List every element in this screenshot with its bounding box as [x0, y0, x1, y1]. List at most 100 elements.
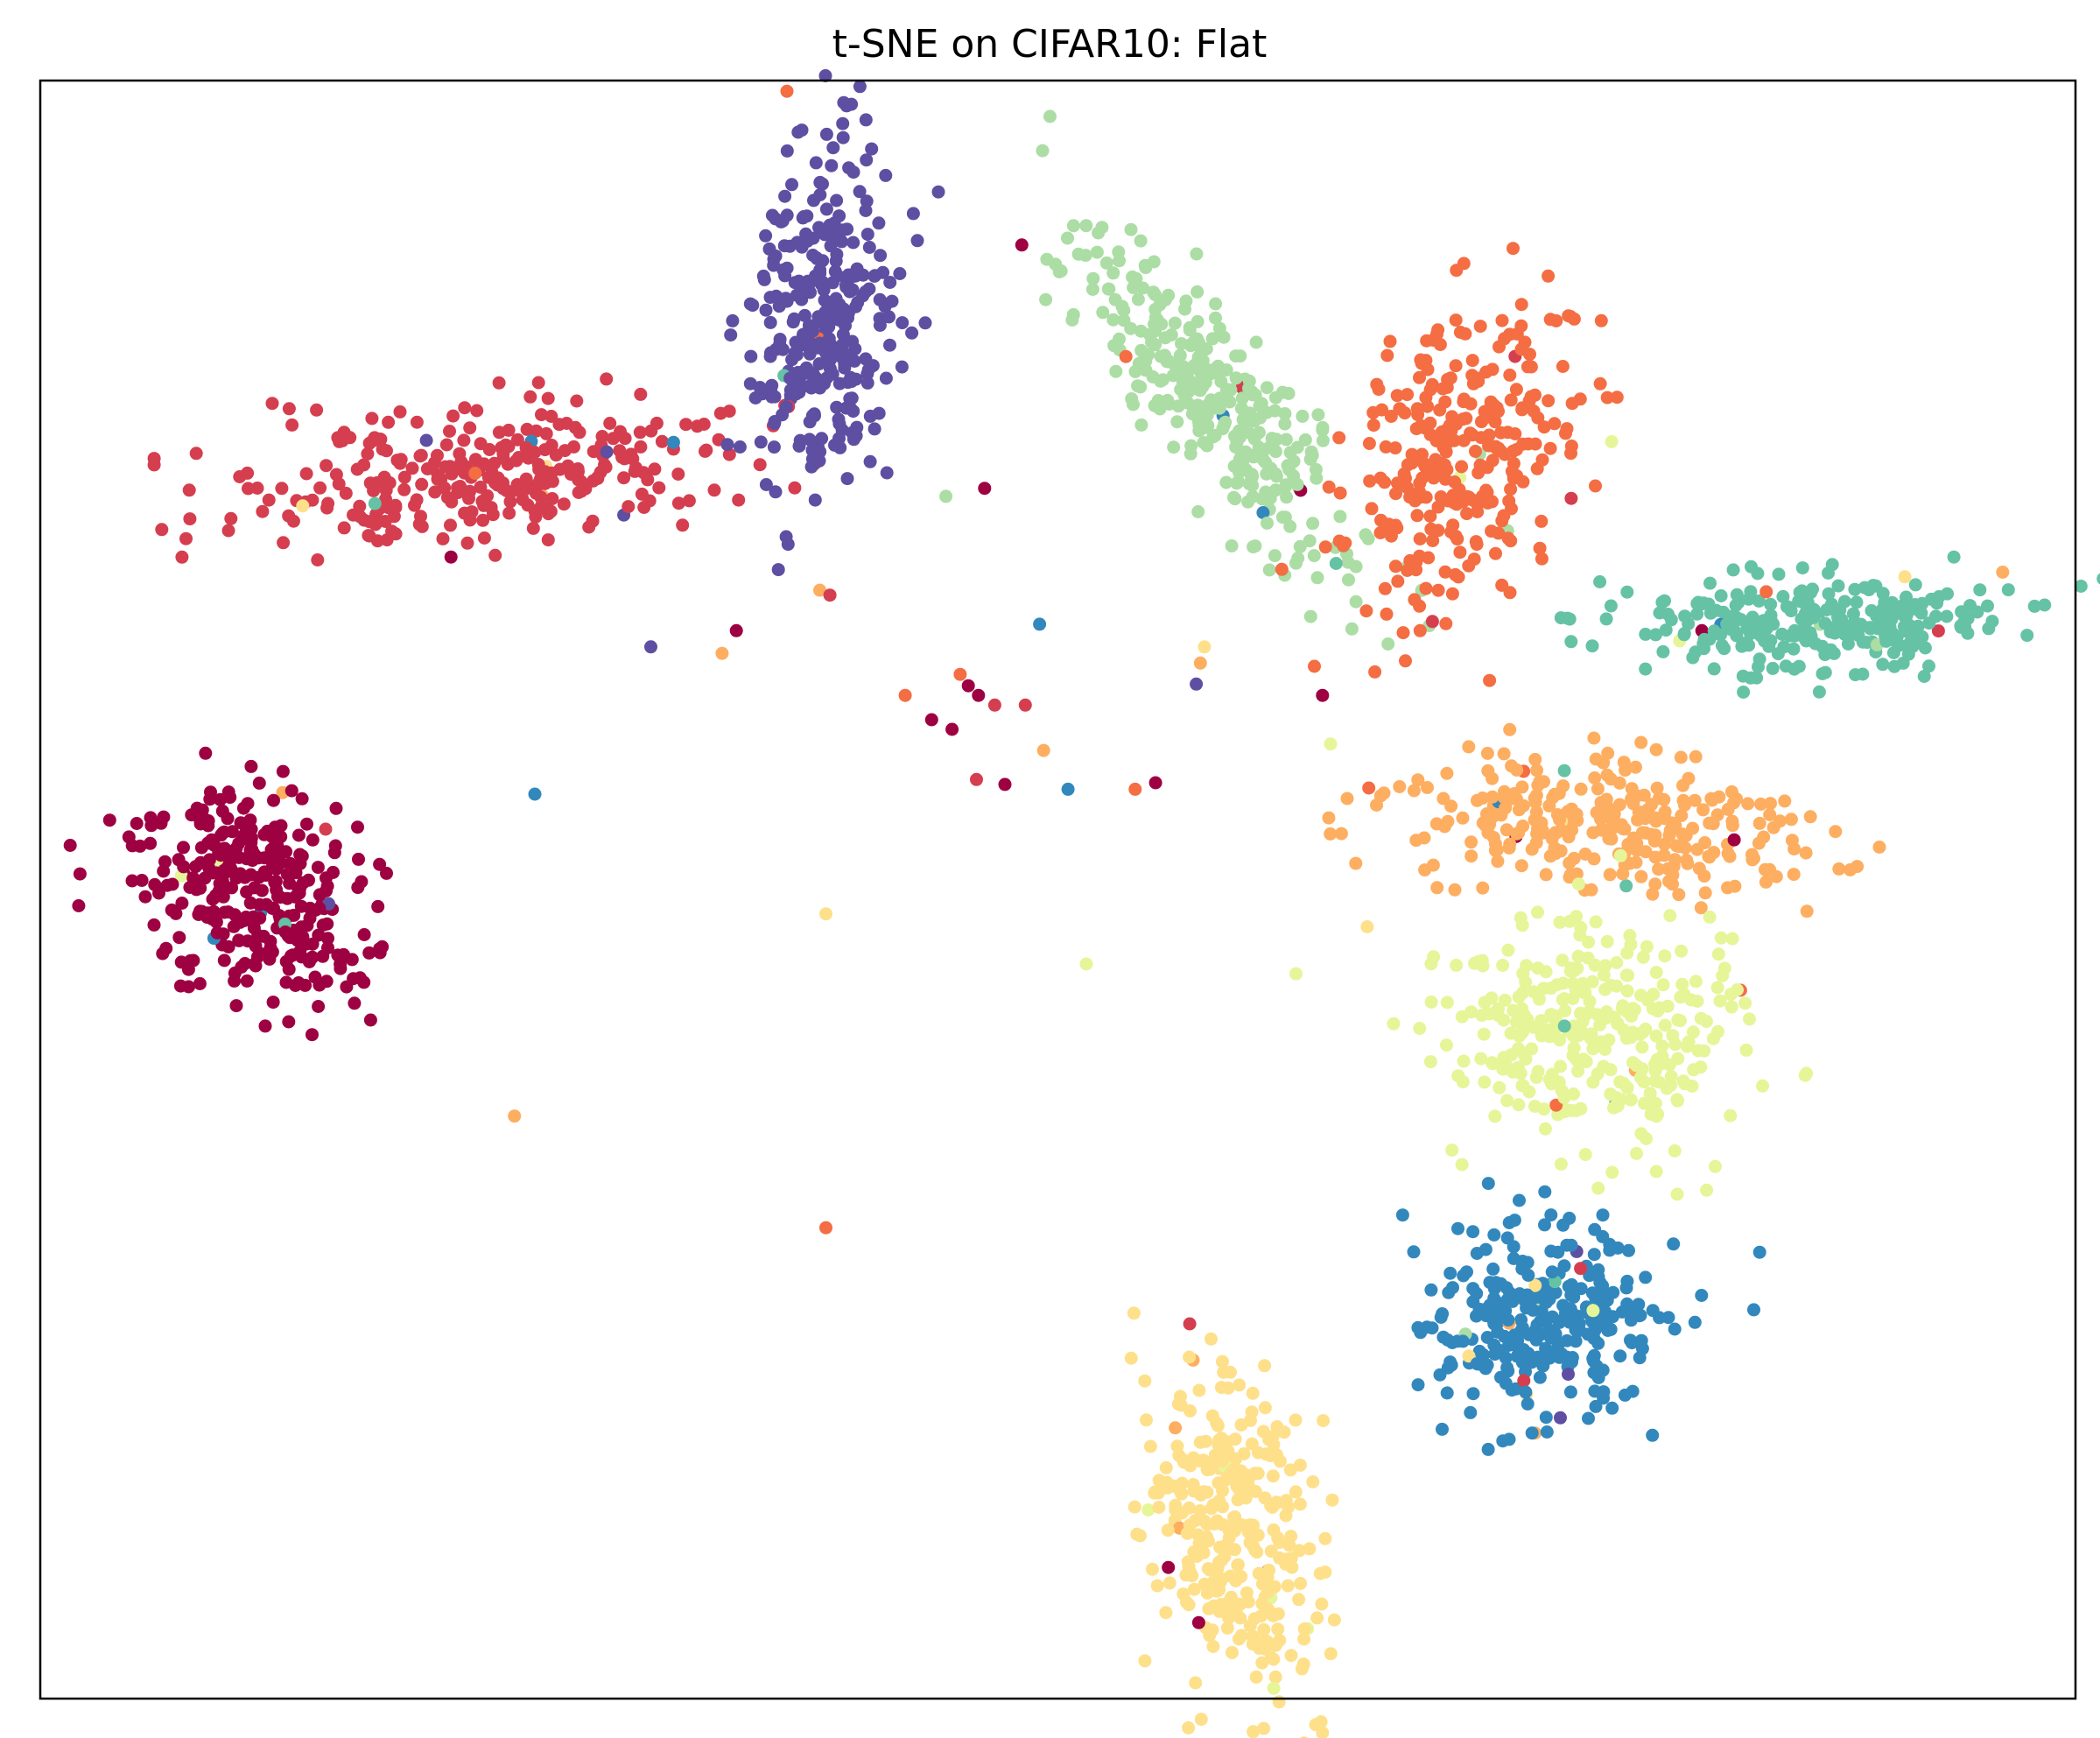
scatter-point-cluster-6 [1556, 779, 1570, 793]
scatter-point-cluster-7 [1634, 1127, 1648, 1141]
scatter-point-cluster-5 [2020, 629, 2034, 643]
scatter-point-cluster-1 [333, 434, 347, 448]
scatter-point-cluster-9 [1228, 1543, 1242, 1557]
scatter-point-cluster-3 [1169, 367, 1182, 381]
scatter-point-cluster-6 [1603, 868, 1617, 882]
scatter-point-cluster-4 [1521, 437, 1535, 451]
scatter-point-cluster-4 [1423, 383, 1437, 397]
scatter-point-cluster-4 [1431, 500, 1445, 514]
scatter-point-cluster-8 [1480, 1358, 1494, 1372]
scatter-point-cluster-9 [1215, 1553, 1229, 1567]
scatter-point-cluster-8 [1613, 1349, 1627, 1363]
scatter-point-cluster-7 [1457, 1054, 1471, 1068]
scatter-point-cluster-7 [1464, 1005, 1478, 1019]
scatter-point-cluster-6 [1674, 750, 1688, 764]
scatter-point-cluster-6 [1803, 810, 1817, 824]
scatter-point-cluster-2 [818, 306, 832, 320]
scatter-point-cluster-6 [1512, 803, 1526, 817]
scatter-point-cluster-7 [1619, 1031, 1633, 1045]
scatter-point-cluster-9 [1183, 1566, 1197, 1580]
scatter-point-cluster-9 [1216, 1355, 1229, 1369]
scatter-point-outlier [715, 646, 729, 660]
scatter-point-cluster-7 [1610, 956, 1624, 969]
scatter-point-cluster-0 [212, 846, 226, 860]
scatter-point-cluster-4 [1482, 428, 1496, 442]
scatter-point-cluster-2 [776, 263, 790, 277]
scatter-point-cluster-7 [1697, 1044, 1711, 1058]
scatter-point-cluster-3 [1310, 571, 1324, 585]
scatter-point-cluster-4 [1523, 348, 1536, 362]
scatter-point-cluster-6 [1567, 851, 1581, 865]
scatter-point-cluster-7 [1724, 1000, 1738, 1014]
scatter-point-cluster-6 [1648, 877, 1662, 891]
scatter-point-cluster-4 [1501, 531, 1515, 545]
scatter-point-cluster-6 [1690, 842, 1704, 856]
scatter-point-cluster-3 [1015, 238, 1029, 252]
scatter-point-cluster-9 [1247, 1725, 1261, 1738]
scatter-point-cluster-1 [397, 482, 411, 496]
scatter-point-cluster-3 [1310, 471, 1324, 485]
scatter-point-cluster-2 [832, 209, 846, 223]
scatter-point-cluster-9 [1237, 1447, 1251, 1460]
scatter-point-cluster-5 [1703, 576, 1717, 590]
scatter-point-cluster-0 [337, 947, 350, 961]
scatter-point-cluster-2 [880, 466, 894, 480]
scatter-point-cluster-3 [1066, 219, 1080, 233]
scatter-point-cluster-4 [1423, 510, 1437, 523]
scatter-point-cluster-8 [1589, 1399, 1603, 1413]
scatter-point-cluster-9 [1159, 1460, 1173, 1474]
scatter-point-cluster-1 [183, 512, 197, 526]
scatter-point-cluster-2 [815, 432, 829, 446]
scatter-point-cluster-9 [1240, 1586, 1254, 1600]
scatter-point-cluster-2 [785, 178, 798, 192]
scatter-point-cluster-4 [1431, 583, 1445, 597]
scatter-point-cluster-5 [1931, 624, 1945, 638]
scatter-point-cluster-7 [1620, 946, 1634, 960]
scatter-point-cluster-9 [1206, 1498, 1220, 1512]
scatter-point-cluster-3 [1209, 297, 1223, 311]
scatter-point-cluster-3 [1304, 445, 1318, 459]
scatter-point-cluster-7 [1427, 950, 1441, 964]
scatter-point-cluster-9 [1183, 1501, 1196, 1515]
scatter-point-cluster-7 [1514, 911, 1528, 925]
scatter-point-cluster-1 [256, 504, 270, 518]
scatter-point-cluster-7 [1635, 1040, 1649, 1054]
scatter-point-cluster-2 [759, 229, 773, 243]
scatter-point-cluster-0 [215, 804, 229, 818]
scatter-point-cluster-5 [2038, 598, 2052, 612]
scatter-point-cluster-8 [1443, 1266, 1457, 1280]
scatter-point-cluster-0 [348, 996, 362, 1010]
scatter-point-cluster-6 [1851, 860, 1865, 874]
scatter-point-cluster-7 [1440, 996, 1454, 1010]
scatter-point-cluster-0 [206, 866, 220, 880]
scatter-point-cluster-2 [779, 400, 793, 414]
scatter-point-cluster-9 [1264, 1499, 1278, 1512]
scatter-point-cluster-2 [895, 316, 910, 330]
scatter-point-cluster-4 [1485, 495, 1499, 509]
scatter-point-cluster-5 [1887, 659, 1901, 673]
scatter-point-cluster-7 [1621, 1004, 1635, 1018]
scatter-point-cluster-3 [1167, 440, 1181, 454]
scatter-point-cluster-5 [1639, 627, 1653, 641]
scatter-point-cluster-9 [1203, 1629, 1217, 1643]
scatter-point-cluster-9 [1284, 1552, 1298, 1566]
scatter-point-cluster-4 [1530, 461, 1544, 475]
scatter-point-cluster-7 [1512, 1042, 1526, 1056]
scatter-point-cluster-8 [1395, 1208, 1409, 1222]
scatter-point-cluster-6 [1462, 740, 1476, 754]
scatter-point-cluster-9 [1272, 1695, 1286, 1709]
scatter-point-cluster-0 [284, 784, 298, 798]
scatter-point-cluster-2 [879, 371, 893, 385]
scatter-point-cluster-8 [1407, 1245, 1421, 1259]
scatter-point-cluster-7 [1644, 1107, 1658, 1121]
scatter-point-cluster-7 [1690, 995, 1704, 1008]
scatter-point-cluster-2 [883, 338, 896, 352]
scatter-point-outlier [939, 489, 953, 503]
scatter-point-cluster-3 [1260, 381, 1274, 395]
scatter-point-cluster-6 [1595, 822, 1609, 836]
scatter-point-cluster-5 [1908, 598, 1922, 611]
scatter-point-cluster-5 [1715, 638, 1729, 652]
scatter-point-cluster-8 [1752, 1245, 1766, 1259]
scatter-point-cluster-3 [1268, 391, 1282, 405]
scatter-point-cluster-7 [1620, 984, 1634, 998]
